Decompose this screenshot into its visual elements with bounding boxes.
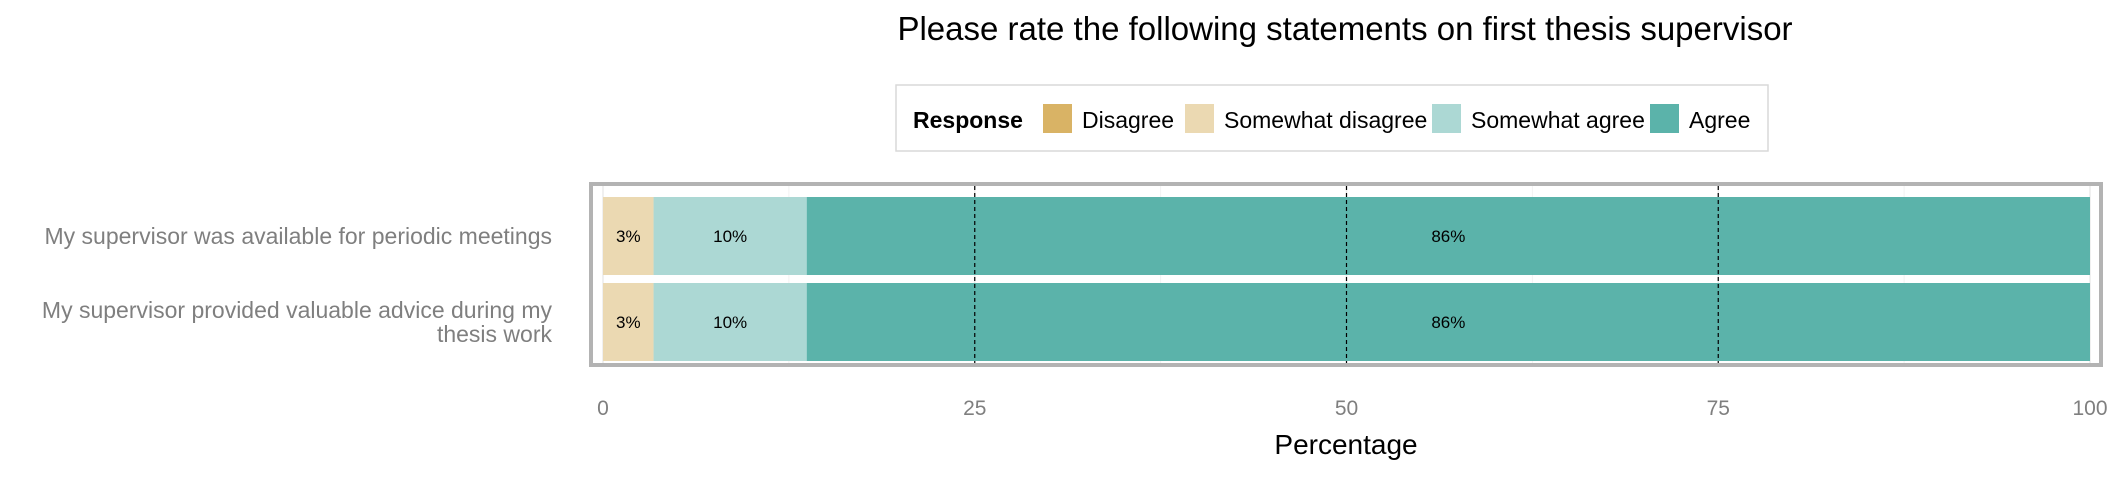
chart-title: Please rate the following statements on … (897, 10, 1792, 47)
legend-key-agree (1650, 104, 1679, 133)
category-label-line: thesis work (437, 321, 553, 347)
legend-key-somewhat-agree (1432, 104, 1461, 133)
x-tick-label: 50 (1335, 397, 1358, 420)
legend-title: Response (913, 107, 1023, 133)
data-label: 86% (1431, 313, 1465, 332)
legend-label: Somewhat agree (1471, 107, 1645, 133)
x-axis-ticks: 0 25 50 75 100 (597, 397, 2107, 420)
bar-2-somewhat-agree (653, 283, 807, 361)
data-label: 10% (713, 313, 747, 332)
category-label: My supervisor was available for periodic… (45, 223, 553, 249)
category-label-line: My supervisor provided valuable advice d… (42, 297, 553, 323)
bars: 3% 10% 86% 3% 10% 86% (603, 197, 2090, 361)
bar-2-agree (806, 283, 2090, 361)
category-label-line: My supervisor was available for periodic… (45, 223, 553, 249)
data-label: 86% (1431, 227, 1465, 246)
bar-1-somewhat-agree (653, 197, 807, 275)
plot-frame (589, 182, 2103, 367)
data-label: 3% (616, 313, 641, 332)
bar-2-somewhat-disagree (603, 283, 654, 361)
x-tick-label: 100 (2072, 397, 2107, 420)
legend-label: Somewhat disagree (1224, 107, 1427, 133)
data-label: 10% (713, 227, 747, 246)
legend: Response Disagree Somewhat disagree Somewha… (895, 84, 1769, 152)
x-tick-label: 0 (597, 397, 609, 420)
x-axis-title: Percentage (1274, 429, 1417, 460)
legend-key-disagree (1043, 104, 1072, 133)
data-label: 3% (616, 227, 641, 246)
reference-lines (974, 186, 1719, 363)
legend-label: Agree (1689, 107, 1750, 133)
legend-key-somewhat-disagree (1185, 104, 1214, 133)
category-label: My supervisor provided valuable advice d… (42, 297, 553, 347)
x-tick-label: 25 (963, 397, 986, 420)
bar-1-agree (806, 197, 2090, 275)
x-tick-label: 75 (1707, 397, 1730, 420)
bar-1-somewhat-disagree (603, 197, 654, 275)
category-labels: My supervisor was available for periodic… (42, 223, 553, 347)
legend-label: Disagree (1082, 107, 1174, 133)
legend-box (895, 84, 1769, 152)
